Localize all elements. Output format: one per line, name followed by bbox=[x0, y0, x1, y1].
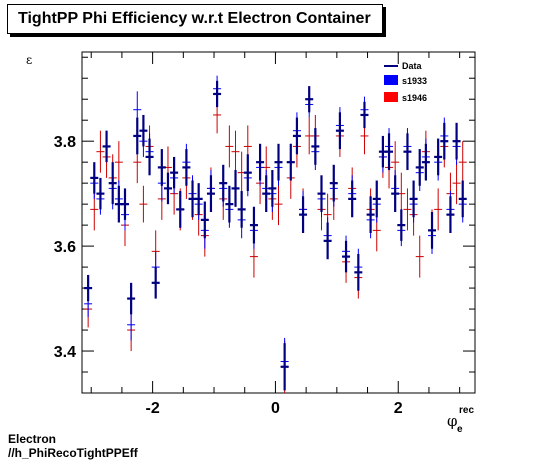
plot-frame bbox=[81, 51, 476, 394]
axes: -2 0 2 3.4 3.6 3.8 ε φ e rec bbox=[26, 52, 475, 435]
legend: Data s1933 s1946 bbox=[384, 61, 427, 103]
legend-swatch-s1933 bbox=[384, 75, 398, 85]
x-axis-label-sub: e bbox=[457, 424, 463, 435]
legend-label-data: Data bbox=[402, 61, 423, 71]
y-tick-label: 3.8 bbox=[54, 134, 76, 151]
x-axis-label: φ bbox=[447, 412, 458, 430]
series-data bbox=[84, 80, 467, 391]
y-tick-label: 3.4 bbox=[54, 344, 76, 361]
x-tick-label: -2 bbox=[146, 400, 160, 417]
chart-title-box: TightPP Phi Efficiency w.r.t Electron Co… bbox=[7, 4, 383, 34]
series-s1933 bbox=[84, 75, 467, 386]
legend-swatch-s1946 bbox=[384, 92, 398, 102]
plot-frame-rect bbox=[81, 51, 476, 394]
x-tick-label: 2 bbox=[394, 400, 403, 417]
chart-title: TightPP Phi Efficiency w.r.t Electron Co… bbox=[18, 10, 371, 27]
data-points bbox=[84, 75, 467, 393]
legend-label-s1946: s1946 bbox=[402, 93, 427, 103]
legend-label-s1933: s1933 bbox=[402, 76, 427, 86]
y-axis-label: ε bbox=[26, 53, 32, 67]
footer-line-2: //h_PhiRecoTightPPEff bbox=[8, 446, 138, 460]
x-axis-label-sup: rec bbox=[459, 405, 474, 416]
x-tick-label: 0 bbox=[271, 400, 280, 417]
footer-line-1: Electron bbox=[8, 432, 57, 446]
y-tick-label: 3.6 bbox=[54, 239, 76, 256]
